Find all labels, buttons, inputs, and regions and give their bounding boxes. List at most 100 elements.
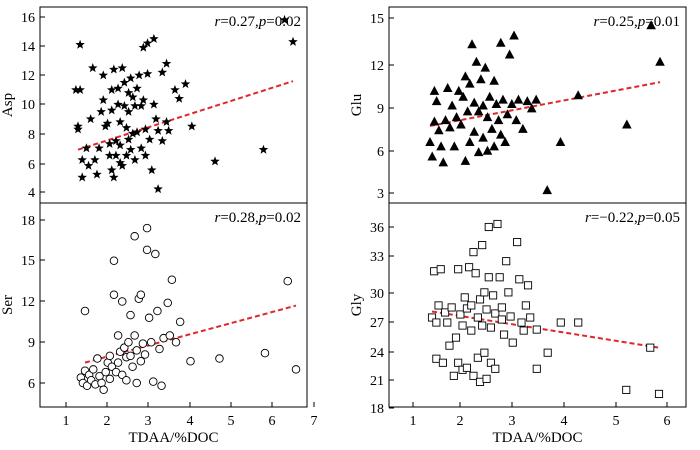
data-point [476,74,486,84]
data-point [440,115,451,125]
x-tick-label: 2 [457,414,464,429]
data-point [502,257,511,266]
data-point [574,318,583,327]
data-point [157,67,168,77]
data-point [467,301,476,310]
data-point [465,136,475,146]
annotation-part: r [585,210,591,226]
data-point [480,348,489,357]
x-tick-label: 2 [104,414,111,429]
data-point [258,144,269,154]
data-point [92,169,102,179]
data-point [106,165,117,175]
data-point [167,275,177,285]
data-point [491,309,500,318]
data-point [531,94,541,104]
data-point [122,376,131,385]
data-point [622,385,631,394]
y-tick-label: 3 [377,187,384,202]
data-point [138,42,149,52]
y-tick-label: 33 [370,250,384,265]
y-tick-label: 9 [377,102,384,117]
data-point [109,172,119,182]
data-point [469,126,480,136]
data-point [155,344,164,354]
data-point [138,95,149,105]
data-point [462,363,471,372]
y-tick-label: 15 [21,254,35,269]
y-axis-label: Ser [0,295,16,315]
annotation-part: =0.05 [645,210,680,226]
data-point [125,144,136,154]
data-point [174,93,184,103]
data-point [73,124,83,134]
data-point [513,94,524,104]
data-point [140,150,151,160]
data-point [288,36,298,46]
data-point [498,94,508,104]
data-point [460,71,471,81]
data-point [511,115,522,125]
data-point [111,135,121,145]
data-point [469,248,478,257]
x-tick-label: 5 [613,414,620,429]
data-point [526,313,535,322]
data-point [462,106,473,116]
data-point [646,20,656,30]
data-point [454,358,463,367]
y-tick-label: 4 [28,186,35,201]
data-point [556,318,565,327]
data-point [130,232,139,241]
data-point [471,269,480,278]
data-point [157,381,166,390]
data-point [489,75,499,85]
data-point [146,338,156,347]
data-point [427,151,438,161]
data-point [77,172,87,182]
data-point [458,91,468,101]
data-point [517,318,526,327]
data-point [467,39,477,49]
panel-frame-4 [388,202,687,408]
data-point [427,313,437,322]
data-point [449,371,458,380]
data-point [128,128,138,138]
x-tick-label: 6 [664,414,671,429]
y-axis-label: Gly [349,293,365,316]
data-point [75,39,85,49]
data-point [180,79,191,89]
data-point [504,288,513,297]
data-point [484,273,493,282]
data-point [497,303,506,312]
x-tick-label: 3 [509,414,516,429]
data-point [441,308,450,317]
data-point [555,136,566,146]
y-tick-label: 18 [370,402,384,417]
data-point [655,56,665,66]
data-point [500,136,510,146]
data-point [105,351,115,361]
data-point [482,145,493,155]
data-point [431,96,442,106]
data-point [170,84,180,94]
data-point [132,83,142,93]
data-point [123,106,134,116]
data-point [442,83,453,92]
data-point [445,341,454,350]
data-point [542,185,553,195]
data-point [473,147,484,157]
x-tick-label: 6 [269,414,276,429]
annotation-part: =0.27, [220,14,258,30]
data-point [126,310,135,320]
data-point [436,141,446,151]
data-point [187,121,197,131]
data-point [101,367,110,377]
correlation-annotation: r=0.25,p=0.01 [593,14,680,30]
data-point [467,326,476,335]
data-point [136,290,146,299]
data-point [482,374,491,383]
data-point [489,291,498,300]
y-tick-label: 27 [370,316,384,331]
data-point [128,362,137,371]
data-point [142,245,152,255]
